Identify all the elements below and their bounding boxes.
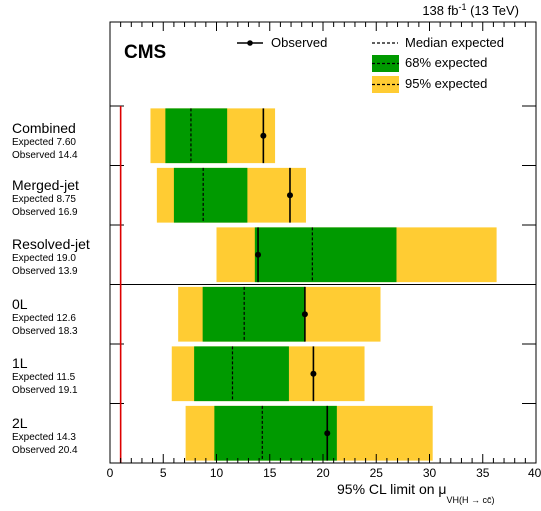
axes-layer: 0 5 10 15 20 25 30 35 40 [107, 21, 541, 480]
row-label-1l: 1L Expected 11.5 Observed 19.1 [12, 356, 78, 396]
x-tick-label: 10 [210, 466, 224, 480]
row-label-0l: 0L Expected 12.6 Observed 18.3 [12, 297, 78, 337]
row-observed: Observed 20.4 [12, 445, 78, 456]
band68-0l [202, 286, 305, 342]
row-observed: Observed 13.9 [12, 266, 78, 277]
row-name: 2L [12, 415, 28, 431]
x-tick-label: 20 [316, 466, 330, 480]
row-expected: Expected 11.5 [12, 372, 76, 383]
observed-point-merged-jet [286, 192, 293, 199]
band68-resolved-jet [254, 227, 397, 283]
band68-2l [214, 405, 337, 461]
row-expected: Expected 7.60 [12, 137, 76, 148]
row-label-combined: Combined Expected 7.60 Observed 14.4 [12, 121, 78, 161]
row-expected: Expected 19.0 [12, 253, 76, 264]
x-tick-label: 0 [107, 466, 114, 480]
row-name: 1L [12, 355, 28, 371]
observed-point-2l [324, 430, 331, 437]
legend-observed-marker [247, 40, 253, 46]
row-observed: Observed 14.4 [12, 150, 78, 161]
row-expected: Expected 12.6 [12, 313, 76, 324]
legend-band95-swatch [372, 76, 399, 93]
lumi-label: 138 fb-1 (13 TeV) [422, 2, 519, 18]
legend-band68-swatch [372, 55, 399, 72]
observed-layer [255, 108, 331, 461]
observed-point-combined [260, 132, 267, 139]
x-tick-label: 15 [263, 466, 277, 480]
row-observed: Observed 16.9 [12, 207, 78, 218]
row-label-resolved-jet: Resolved-jet Expected 19.0 Observed 13.9 [12, 237, 90, 277]
row-observed: Observed 18.3 [12, 326, 78, 337]
row-observed: Observed 19.1 [12, 385, 78, 396]
band68-merged-jet [173, 167, 248, 223]
observed-point-resolved-jet [255, 251, 262, 258]
band68-combined [165, 108, 228, 164]
observed-point-1l [310, 370, 317, 377]
row-name: Combined [12, 120, 76, 136]
row-label-merged-jet: Merged-jet Expected 8.75 Observed 16.9 [12, 178, 79, 218]
median-lines-layer [190, 108, 313, 461]
row-name: 0L [12, 296, 28, 312]
x-tick-label: 40 [528, 466, 541, 480]
legend-band95-label: 95% expected [405, 76, 487, 91]
legend-observed-label: Observed [271, 35, 327, 50]
experiment-label: CMS [124, 42, 166, 63]
bands-layer [150, 108, 497, 461]
x-tick-label: 25 [370, 466, 384, 480]
row-name: Resolved-jet [12, 236, 90, 252]
legend-median-label: Median expected [405, 35, 504, 50]
row-expected: Expected 8.75 [12, 194, 76, 205]
row-label-2l: 2L Expected 14.3 Observed 20.4 [12, 416, 78, 456]
x-axis-title: 95% CL limit on μVH(H → cc̄) [337, 481, 494, 505]
row-name: Merged-jet [12, 177, 79, 193]
observed-point-0l [301, 311, 308, 318]
separators-layer [110, 105, 536, 404]
x-tick-label: 30 [423, 466, 437, 480]
band68-1l [194, 346, 289, 402]
row-expected: Expected 14.3 [12, 432, 76, 443]
legend: Observed Median expected 68% expected 95… [237, 35, 504, 93]
x-tick-label: 35 [476, 466, 490, 480]
x-tick-label: 5 [160, 466, 167, 480]
legend-band68-label: 68% expected [405, 55, 487, 70]
